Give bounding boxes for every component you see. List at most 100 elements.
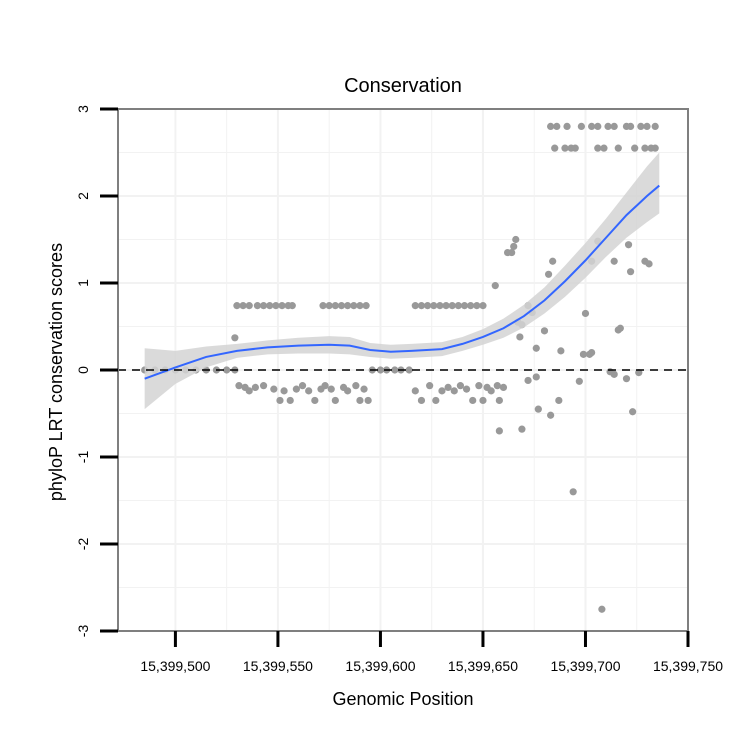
y-tick-label: 0 [75,366,91,374]
data-point [259,302,268,310]
data-point [557,347,565,355]
data-point [510,242,518,251]
data-point [462,385,471,393]
data-point [569,488,577,496]
y-tick-label: -1 [75,451,91,464]
data-point [645,260,653,268]
data-point [469,396,477,405]
data-point [516,333,524,341]
data-point [276,396,284,405]
data-point [454,302,462,310]
data-point [460,302,469,310]
data-point [532,344,540,352]
data-point [626,122,635,130]
data-point [499,383,508,391]
data-point [610,257,618,265]
data-point [594,144,602,152]
data-point [352,382,360,390]
data-point [631,144,639,152]
data-point [426,382,434,390]
data-point [270,385,278,393]
data-point [356,302,364,310]
data-point [223,366,231,374]
data-point [553,122,561,130]
data-point [344,302,352,310]
data-point [321,382,329,390]
data-point [417,302,426,310]
data-point [259,382,268,390]
data-point [643,122,651,130]
data-point [491,282,499,290]
smooth-line [144,184,660,380]
data-point [432,396,440,405]
data-point [231,334,239,342]
data-point [561,144,569,152]
data-point [616,324,624,332]
data-point [319,302,327,310]
data-point [479,396,487,405]
data-point [571,144,579,152]
data-point [356,396,364,405]
data-point [598,605,606,613]
data-point [581,309,590,318]
data-point [467,302,475,310]
data-point [298,382,307,390]
data-point [588,122,596,130]
data-point [245,302,253,310]
data-point [493,382,501,390]
data-point [417,396,426,405]
y-tick-label: -2 [75,538,91,551]
data-point [245,387,253,395]
data-point [411,302,419,310]
data-point [532,373,540,381]
data-point [278,302,286,310]
data-point [272,302,280,310]
data-point [360,385,368,393]
data-point [610,122,618,130]
x-tick-label: 15,399,500 [140,658,210,674]
data-point [448,302,456,310]
data-point [327,385,335,393]
data-point [604,122,612,130]
data-point [540,327,549,335]
data-point [325,302,333,310]
data-point [479,302,487,310]
data-point [626,268,635,276]
data-point [495,396,503,405]
data-point [518,425,526,433]
data-point [629,408,637,416]
data-point [376,366,385,374]
data-point [579,350,588,358]
data-point [430,302,438,310]
x-tick-label: 15,399,600 [345,658,415,674]
y-axis-label: phyloP LRT conservation scores [46,243,66,501]
data-point [239,302,247,310]
x-tick-label: 15,399,550 [243,658,313,674]
data-point [534,405,542,413]
data-point [637,122,645,130]
data-point [456,382,465,390]
y-tick-label: -3 [75,625,91,638]
data-point [551,144,559,152]
data-point [547,411,555,419]
data-point [292,385,300,393]
data-point [311,396,319,405]
data-point [651,144,659,152]
x-axis-label: Genomic Position [332,689,473,709]
data-point [508,248,516,257]
data-point [253,302,262,310]
data-point [444,383,452,391]
data-point [424,302,432,310]
data-point [487,387,495,395]
y-axis: -3 -2 -1 0 1 2 3 [75,105,118,637]
y-tick-label: 3 [75,105,91,113]
data-point [594,122,602,130]
data-point [280,387,288,395]
data-point [344,387,352,395]
data-point [266,302,274,310]
x-tick-label: 15,399,750 [653,658,723,674]
chart-title: Conservation [344,75,462,97]
data-point [305,387,313,395]
data-point [641,144,649,152]
